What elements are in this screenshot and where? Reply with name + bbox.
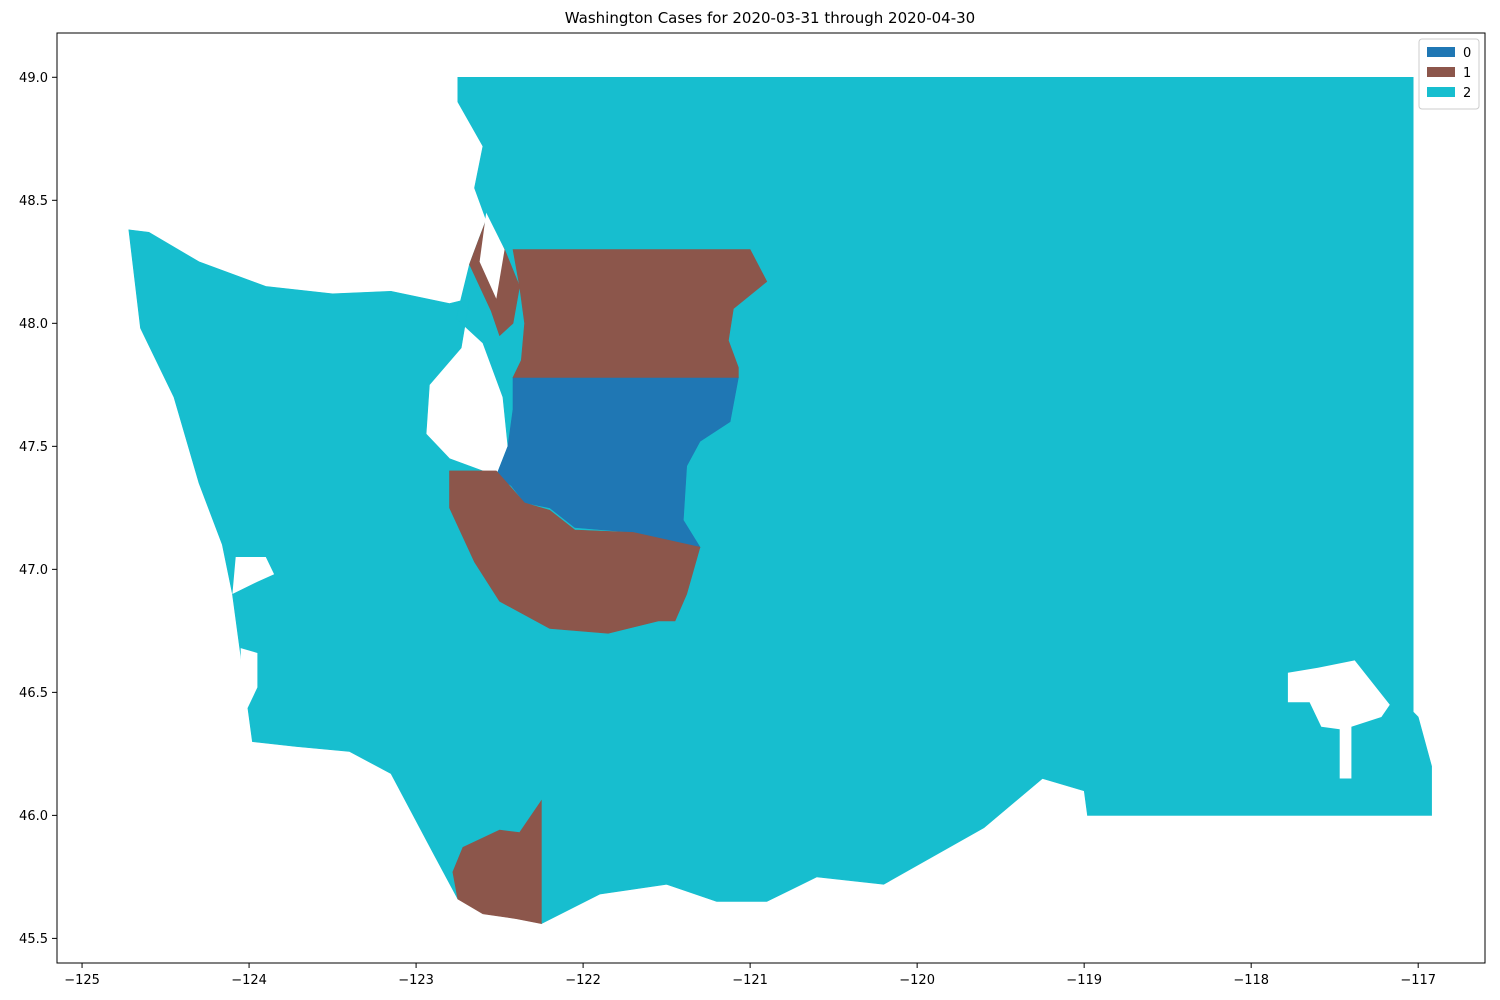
region-class-1 [452,799,542,924]
water-or-missing-area [479,212,505,299]
x-axis: −125 −124 −123 −122 −121 −120 −119 −118 −117 [64,963,1436,988]
map-regions [128,77,1432,925]
y-axis: 45.5 46.0 46.5 47.0 47.5 48.0 48.5 49.0 [19,71,57,947]
legend-swatch-1 [1427,67,1455,77]
axes-frame [56,32,1486,964]
x-tick-label: −123 [398,973,434,988]
y-tick-label: 47.0 [19,563,48,578]
x-tick-label: −119 [1066,973,1102,988]
legend-swatch-0 [1427,47,1455,57]
chart-title: Washington Cases for 2020-03-31 through … [565,9,975,27]
y-tick-label: 45.5 [19,932,48,947]
legend-label-1: 1 [1463,66,1471,81]
legend-label-2: 2 [1463,86,1471,101]
y-tick-label: 46.5 [19,686,48,701]
y-tick-label: 47.5 [19,440,48,455]
legend-swatch-2 [1427,87,1455,97]
water-or-missing-area [1287,660,1390,779]
x-tick-label: −120 [899,973,935,988]
region-class-1 [449,470,701,634]
legend: 0 1 2 [1418,38,1480,110]
y-tick-label: 48.0 [19,317,48,332]
x-tick-label: −118 [1233,973,1269,988]
region-class-1 [512,249,768,378]
water-or-missing-area [416,175,453,218]
y-tick-label: 48.5 [19,194,48,209]
region-class-0 [495,377,739,548]
x-tick-label: −122 [565,973,601,988]
legend-label-0: 0 [1463,46,1471,61]
x-tick-label: −121 [732,973,768,988]
y-tick-label: 49.0 [19,71,48,86]
x-tick-label: −125 [64,973,100,988]
x-tick-label: −117 [1400,973,1436,988]
water-or-missing-area [240,648,258,712]
y-tick-label: 46.0 [19,809,48,824]
x-tick-label: −124 [231,973,267,988]
water-or-missing-area [232,557,275,594]
